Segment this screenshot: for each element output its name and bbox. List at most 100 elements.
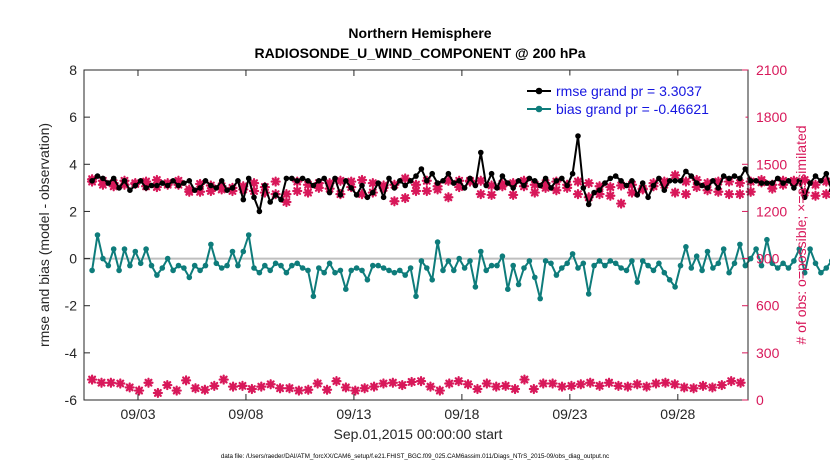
bias-point [764, 236, 770, 243]
bias-point [650, 267, 657, 274]
bias-point [321, 269, 328, 276]
legend-rmse-label: rmse grand pr = 3.3037 [556, 83, 702, 99]
obs_possible-point [680, 176, 692, 187]
y-right-tick-label: 2100 [756, 62, 787, 78]
bias-point [218, 265, 225, 271]
rmse-point [181, 180, 187, 186]
obs_assimilated-point [659, 176, 670, 187]
rmse-point [596, 187, 603, 193]
obs_assimilated-point-stroke-d2 [552, 186, 561, 195]
bias-point [796, 246, 803, 252]
obs_assimilated-point-stroke-d2 [487, 190, 496, 199]
bias-point [451, 267, 457, 274]
bias-point [747, 255, 754, 262]
obs_assimilated-point [810, 190, 821, 201]
obs-low-point [556, 381, 568, 392]
obs-low-point [387, 377, 398, 388]
rmse-point [580, 185, 587, 191]
rmse-point [753, 178, 759, 184]
obs-low-point-stroke-d2 [680, 383, 689, 392]
obs_assimilated-point [421, 185, 432, 197]
obs-low-point [650, 378, 662, 389]
obs-low-point [152, 387, 163, 399]
obs-low-point [453, 376, 464, 387]
bias-point [812, 260, 819, 267]
obs-low-point [237, 380, 248, 391]
bias-point [267, 267, 274, 274]
rmse-point [515, 178, 522, 184]
obs-low-point [171, 385, 182, 396]
bias-point [294, 260, 301, 267]
bias-point [666, 277, 673, 283]
obs_assimilated-point [680, 189, 692, 200]
obs-low-point [688, 383, 699, 394]
rmse-point [213, 185, 220, 191]
rmse-point [780, 180, 786, 186]
rmse-point [742, 166, 749, 172]
y-right-tick-label: 1500 [756, 156, 787, 172]
bias-point [602, 262, 608, 269]
bias-point [688, 265, 695, 271]
obs-low-point-stroke-d2 [388, 378, 397, 387]
bias-point [683, 244, 689, 250]
rmse-point [262, 182, 268, 189]
obs_assimilated-point [97, 179, 108, 190]
obs-low-point [143, 377, 154, 388]
bias-point [515, 281, 522, 288]
obs_possible-point-stroke-d2 [347, 177, 356, 186]
rmse-point [661, 187, 668, 193]
bias-point [591, 262, 597, 269]
bias-point [164, 255, 171, 262]
obs-low-point [209, 380, 220, 391]
bias-point [585, 291, 592, 297]
bias-point [316, 265, 322, 271]
bias-point [629, 258, 635, 264]
bias-point [731, 260, 738, 267]
bias-point [499, 253, 506, 259]
obs-low-point [284, 383, 295, 394]
rmse-point [807, 180, 813, 186]
rmse-point [159, 180, 166, 186]
rmse-point [127, 187, 133, 193]
obs_assimilated-point [400, 192, 411, 204]
rmse-point [326, 189, 333, 196]
obs_assimilated-point-stroke-d2 [401, 194, 410, 203]
obs-low-point-stroke-d2 [144, 378, 153, 387]
bias-point [818, 269, 824, 276]
rmse-point [186, 178, 193, 184]
obs_assimilated-point-stroke-d2 [530, 188, 539, 197]
bias-point [251, 265, 257, 271]
obs_assimilated-point [616, 198, 627, 209]
rmse-point [289, 175, 295, 182]
rmse-point [267, 199, 274, 205]
obs_possible-point [810, 179, 821, 190]
obs_possible-point [270, 176, 281, 187]
bias-point [100, 255, 106, 262]
rmse-point [818, 178, 824, 184]
bias-point [283, 269, 290, 276]
obs-low-point [378, 378, 389, 389]
y-left-tick-label: -6 [65, 392, 78, 408]
bias-point [343, 286, 349, 293]
obs-low-point-stroke-d2 [323, 385, 332, 394]
obs_possible-point [605, 181, 616, 193]
bias-point [461, 265, 468, 271]
obs-low-point-stroke-d2 [454, 377, 463, 386]
rmse-point [116, 185, 122, 191]
rmse-point [375, 180, 382, 186]
bias-point [505, 286, 511, 293]
obs-low-point-stroke-d2 [614, 381, 623, 390]
bias-point [197, 267, 203, 274]
rmse-point [175, 182, 182, 189]
bias-point [753, 246, 759, 252]
y-right-tick-label: 1800 [756, 109, 787, 125]
obs_assimilated-point-stroke-d2 [789, 176, 798, 185]
obs-low-point [613, 380, 624, 391]
bias-point [148, 262, 155, 269]
bias-point [807, 246, 813, 252]
obs_assimilated-point [313, 182, 324, 193]
chart-subtitle: RADIOSONDE_U_WIND_COMPONENT @ 200 hPa [254, 45, 585, 61]
obs-low-point-stroke-d2 [191, 384, 200, 393]
rmse-point [359, 182, 365, 189]
bias-point [575, 265, 581, 271]
